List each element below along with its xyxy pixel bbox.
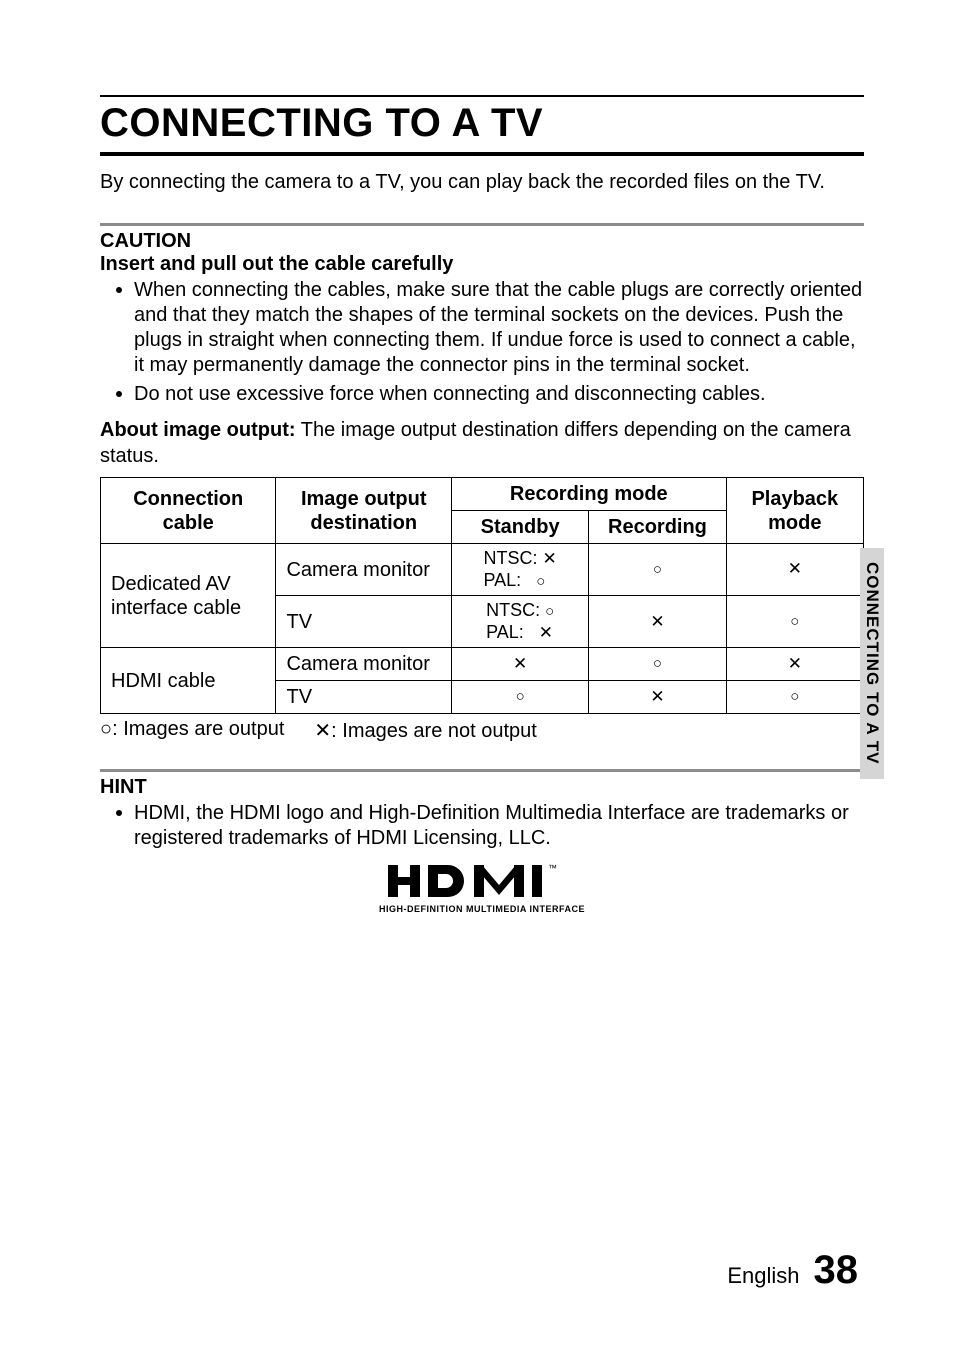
th-connection: Connection cable	[101, 478, 276, 544]
cell-playback: ✕	[726, 648, 863, 681]
page-footer: English 38	[727, 1248, 858, 1293]
hint-heading: HINT	[100, 776, 864, 799]
th-recording: Recording	[589, 511, 726, 544]
cell-standby: NTSC: ○ PAL: ✕	[451, 596, 588, 648]
cell-recording: ○	[589, 648, 726, 681]
table-legend: ○: Images are output ✕: Images are not o…	[100, 718, 864, 743]
caution-heading: CAUTION	[100, 230, 864, 253]
cell-recording: ✕	[589, 596, 726, 648]
footer-language: English	[727, 1263, 799, 1289]
th-image-output: Image output destination	[276, 478, 451, 544]
th-playback: Playback mode	[726, 478, 863, 544]
caution-subheading: Insert and pull out the cable carefully	[100, 253, 864, 276]
cell-connection: HDMI cable	[101, 648, 276, 714]
cell-dest: TV	[276, 596, 451, 648]
output-table: Connection cable Image output destinatio…	[100, 477, 864, 714]
tm-mark: ™	[548, 863, 557, 873]
cell-dest: Camera monitor	[276, 544, 451, 596]
cell-playback: ✕	[726, 544, 863, 596]
cell-standby: NTSC: ✕ PAL: ○	[451, 544, 588, 596]
hint-rule	[100, 769, 864, 772]
caution-item: When connecting the cables, make sure th…	[116, 278, 864, 378]
about-label: About image output:	[100, 419, 296, 441]
caution-rule	[100, 223, 864, 226]
cell-connection: Dedicated AV interface cable	[101, 544, 276, 648]
legend-output: ○: Images are output	[100, 718, 284, 743]
caution-list: When connecting the cables, make sure th…	[100, 278, 864, 407]
intro-text: By connecting the camera to a TV, you ca…	[100, 170, 864, 195]
cell-playback: ○	[726, 596, 863, 648]
cell-standby: ○	[451, 681, 588, 714]
about-text: About image output: The image output des…	[100, 417, 864, 469]
cell-dest: TV	[276, 681, 451, 714]
hdmi-logo-block: ™ HIGH-DEFINITION MULTIMEDIA INTERFACE	[100, 861, 864, 917]
page-title: CONNECTING TO A TV	[100, 95, 864, 156]
th-recording-mode: Recording mode	[451, 478, 726, 511]
cell-playback: ○	[726, 681, 863, 714]
cell-dest: Camera monitor	[276, 648, 451, 681]
table-row: HDMI cable Camera monitor ✕ ○ ✕	[101, 648, 864, 681]
cell-recording: ○	[589, 544, 726, 596]
hint-list: HDMI, the HDMI logo and High-Definition …	[100, 801, 864, 851]
hdmi-logo-subtext: HIGH-DEFINITION MULTIMEDIA INTERFACE	[379, 904, 585, 914]
cell-standby: ✕	[451, 648, 588, 681]
table-row: Dedicated AV interface cable Camera moni…	[101, 544, 864, 596]
caution-item: Do not use excessive force when connecti…	[116, 382, 864, 407]
hdmi-logo-icon: ™ HIGH-DEFINITION MULTIMEDIA INTERFACE	[379, 861, 585, 914]
cell-recording: ✕	[589, 681, 726, 714]
page-number: 38	[814, 1248, 859, 1293]
legend-not-output: ✕: Images are not output	[314, 718, 536, 743]
side-tab: CONNECTING TO A TV	[860, 548, 884, 779]
th-standby: Standby	[451, 511, 588, 544]
hint-item: HDMI, the HDMI logo and High-Definition …	[116, 801, 864, 851]
